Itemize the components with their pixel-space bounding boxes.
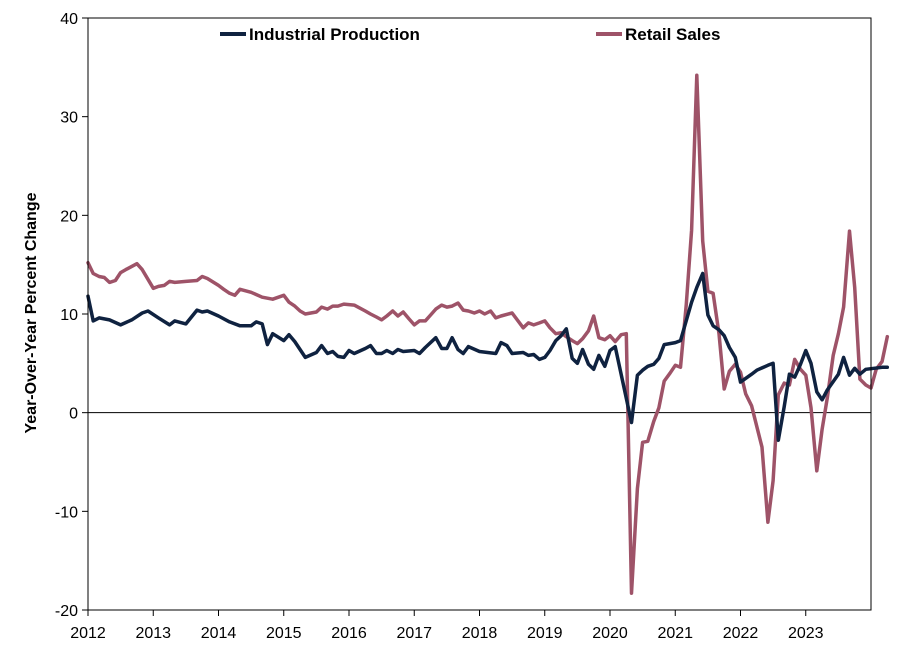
series-line-retail-sales [86, 73, 890, 595]
series-line-industrial-production [86, 271, 890, 443]
x-tick-label: 2012 [70, 625, 106, 642]
plot-frame [87, 17, 872, 611]
y-tick-label: 0 [69, 406, 78, 423]
y-axis-title: Year-Over-Year Percent Change [23, 192, 40, 433]
y-tick-label: -10 [55, 504, 78, 521]
x-tick-label: 2017 [396, 625, 432, 642]
y-tick-label: -20 [55, 603, 78, 620]
y-tick-label: 40 [60, 11, 78, 28]
y-tick-label: 20 [60, 208, 78, 225]
y-axis-ticks: 40 30 20 10 0 -10 -20 [55, 11, 88, 620]
x-axis-ticks: 2012 2013 2014 2015 2016 2017 2018 2019 2020 2021… [70, 610, 824, 642]
x-tick-label: 2019 [527, 625, 563, 642]
x-tick-label: 2023 [788, 625, 824, 642]
legend: Industrial Production Retail Sales [220, 25, 720, 44]
legend-label: Industrial Production [249, 25, 420, 44]
x-tick-label: 2018 [462, 625, 498, 642]
x-tick-label: 2022 [723, 625, 759, 642]
y-tick-label: 10 [60, 307, 78, 324]
x-tick-label: 2020 [592, 625, 628, 642]
x-tick-label: 2016 [331, 625, 367, 642]
legend-label: Retail Sales [625, 25, 720, 44]
x-tick-label: 2015 [266, 625, 302, 642]
series-lines [86, 73, 890, 595]
x-tick-label: 2014 [201, 625, 237, 642]
y-tick-label: 30 [60, 110, 78, 127]
x-tick-label: 2021 [657, 625, 693, 642]
x-tick-label: 2013 [135, 625, 171, 642]
